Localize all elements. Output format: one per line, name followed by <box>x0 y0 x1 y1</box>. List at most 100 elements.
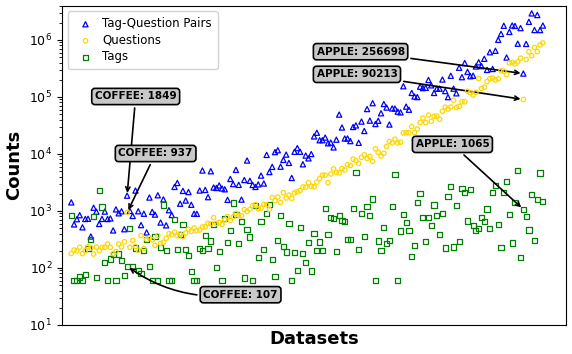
Questions <box>75 244 84 250</box>
Tag-Question Pairs <box>513 41 522 46</box>
Tags <box>474 225 483 231</box>
Questions <box>323 180 332 185</box>
Tag-Question Pairs <box>92 209 101 215</box>
Text: APPLE: 256698: APPLE: 256698 <box>316 47 519 74</box>
Tag-Question Pairs <box>382 105 391 110</box>
Tag-Question Pairs <box>84 216 93 222</box>
Tags <box>181 246 190 252</box>
Questions <box>354 161 363 166</box>
Tags <box>131 245 140 251</box>
Questions <box>209 215 218 221</box>
Tag-Question Pairs <box>72 216 81 222</box>
Tag-Question Pairs <box>480 56 489 62</box>
Tags <box>430 202 439 208</box>
Questions <box>161 235 170 241</box>
Tags <box>530 238 539 244</box>
Tag-Question Pairs <box>449 86 458 92</box>
Questions <box>407 124 416 130</box>
Questions <box>522 57 531 62</box>
Tags <box>371 278 380 283</box>
Tags <box>167 278 176 283</box>
Tag-Question Pairs <box>170 184 179 190</box>
Tag-Question Pairs <box>538 23 547 28</box>
Questions <box>198 224 207 230</box>
Tag-Question Pairs <box>253 182 263 187</box>
Tags <box>67 213 76 218</box>
Tags <box>407 253 416 259</box>
Text: COFFEE: 937: COFFEE: 937 <box>118 148 193 208</box>
Tags <box>499 189 509 195</box>
Questions <box>337 166 347 171</box>
Questions <box>379 150 388 156</box>
Tags <box>432 213 442 218</box>
Questions <box>525 49 534 55</box>
Tag-Question Pairs <box>81 216 90 222</box>
Tags <box>226 227 235 233</box>
Questions <box>112 249 121 255</box>
Questions <box>432 113 442 119</box>
Tags <box>164 278 173 283</box>
Tag-Question Pairs <box>161 223 170 228</box>
Questions <box>301 184 310 190</box>
Tag-Question Pairs <box>217 185 227 191</box>
Tags <box>396 228 405 234</box>
Questions <box>253 206 263 212</box>
Questions <box>145 235 154 241</box>
Tags <box>201 233 210 238</box>
Tag-Question Pairs <box>114 211 124 216</box>
Questions <box>150 242 160 248</box>
Tag-Question Pairs <box>89 205 98 211</box>
Questions <box>81 248 90 253</box>
Questions <box>382 144 391 149</box>
Tag-Question Pairs <box>385 122 394 127</box>
Tag-Question Pairs <box>248 182 257 188</box>
Questions <box>131 244 140 249</box>
Questions <box>170 229 179 235</box>
Tag-Question Pairs <box>125 208 134 214</box>
Questions <box>281 195 291 201</box>
Tags <box>366 212 375 218</box>
Tag-Question Pairs <box>134 209 143 214</box>
Tags <box>402 219 411 225</box>
Tag-Question Pairs <box>318 137 327 143</box>
Tags <box>468 223 478 228</box>
Tag-Question Pairs <box>502 55 511 60</box>
Tags <box>379 225 388 230</box>
Questions <box>128 238 137 243</box>
Tag-Question Pairs <box>164 207 173 213</box>
Questions <box>296 188 305 193</box>
Tags <box>184 253 193 258</box>
Questions <box>181 230 190 236</box>
Tags <box>480 219 489 224</box>
Tags <box>535 170 545 176</box>
Tags <box>150 234 160 239</box>
Tag-Question Pairs <box>396 109 405 115</box>
Tag-Question Pairs <box>237 197 246 202</box>
Tag-Question Pairs <box>354 140 363 145</box>
Tags <box>94 188 104 193</box>
Tag-Question Pairs <box>245 178 255 184</box>
Questions <box>189 225 198 231</box>
Tag-Question Pairs <box>178 188 188 194</box>
Tag-Question Pairs <box>418 85 427 91</box>
Questions <box>449 97 458 103</box>
Questions <box>109 251 118 257</box>
Tag-Question Pairs <box>499 23 509 29</box>
Tags <box>393 278 402 283</box>
Tag-Question Pairs <box>276 164 285 170</box>
Questions <box>321 172 330 178</box>
Tag-Question Pairs <box>142 230 151 235</box>
Questions <box>125 245 134 250</box>
Tag-Question Pairs <box>371 121 380 127</box>
Tag-Question Pairs <box>488 66 497 72</box>
Tag-Question Pairs <box>75 212 84 218</box>
Tag-Question Pairs <box>491 48 500 53</box>
Tags <box>234 241 243 246</box>
Tags <box>109 252 118 257</box>
Tag-Question Pairs <box>335 112 344 118</box>
Tag-Question Pairs <box>243 158 252 163</box>
Questions <box>491 77 500 83</box>
Tag-Question Pairs <box>137 222 146 228</box>
Tags <box>148 278 157 283</box>
Tags <box>491 183 500 189</box>
